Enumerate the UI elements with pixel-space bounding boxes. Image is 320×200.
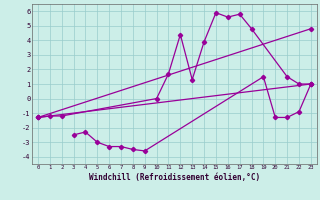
X-axis label: Windchill (Refroidissement éolien,°C): Windchill (Refroidissement éolien,°C) — [89, 173, 260, 182]
